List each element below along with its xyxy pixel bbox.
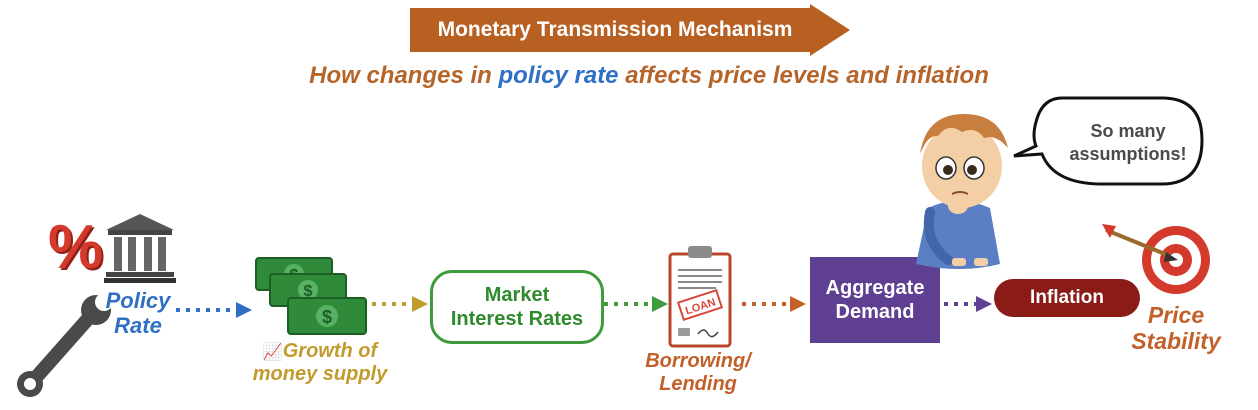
market-interest-rates-box: Market Interest Rates: [430, 270, 604, 344]
market-line-1: Market: [484, 284, 550, 306]
borrow-line-2: Lending: [659, 373, 737, 395]
wrench-icon: [17, 293, 113, 397]
svg-text:$: $: [304, 283, 313, 300]
subtitle-highlight: policy rate: [498, 62, 619, 89]
speech-line-2: assumptions!: [1069, 144, 1187, 165]
percent-icon: %: [48, 213, 104, 282]
demand-line-2: Demand: [835, 301, 915, 323]
speech-bubble: [1013, 96, 1204, 186]
money-stack-icon: $ $ $: [255, 257, 367, 335]
speech-bubble-text: So many assumptions!: [1048, 120, 1208, 167]
loan-document-icon: LOAN: [668, 246, 732, 348]
arrow-growth-to-market: [372, 296, 428, 312]
title-arrow: Monetary Transmission Mechanism: [410, 4, 850, 56]
growth-money-supply-label: 📈Growth of money supply: [240, 340, 400, 386]
borrow-line-1: Borrowing/: [645, 350, 751, 372]
arrow-demand-to-inflation: [944, 296, 992, 312]
growth-line-2: money supply: [252, 363, 388, 385]
policy-line-2: Rate: [114, 313, 162, 339]
inflation-box: Inflation: [994, 279, 1140, 317]
borrowing-lending-label: Borrowing/ Lending: [628, 350, 768, 396]
speech-line-1: So many: [1090, 121, 1166, 141]
policy-line-1: Policy: [105, 288, 171, 313]
arrow-market-to-borrowing: [604, 296, 668, 312]
price-line-2: Stability: [1131, 328, 1221, 355]
diagram-subtitle: How changes in policy rate affects price…: [0, 62, 1258, 90]
market-line-2: Interest Rates: [450, 308, 584, 330]
boy-thinking-icon: [916, 114, 1008, 269]
diagram-title: Monetary Transmission Mechanism: [437, 18, 793, 41]
price-stability-label: Price Stability: [1118, 302, 1234, 355]
subtitle-part-2: affects price levels and inflation: [618, 62, 989, 89]
bank-icon: [104, 214, 176, 283]
growth-chart-icon: 📈: [262, 344, 283, 361]
aggregate-demand-box: Aggregate Demand: [810, 257, 940, 343]
subtitle-part-1: How changes in: [309, 62, 499, 89]
dart-target-icon: [1102, 224, 1210, 294]
demand-line-1: Aggregate: [825, 277, 925, 299]
price-line-1: Price: [1147, 302, 1205, 328]
policy-rate-label: Policy Rate: [92, 288, 184, 339]
growth-line-1: Growth of: [282, 340, 378, 362]
svg-text:$: $: [322, 307, 332, 327]
arrow-borrowing-to-demand: [742, 296, 806, 312]
arrow-policy-to-growth: [176, 302, 252, 318]
